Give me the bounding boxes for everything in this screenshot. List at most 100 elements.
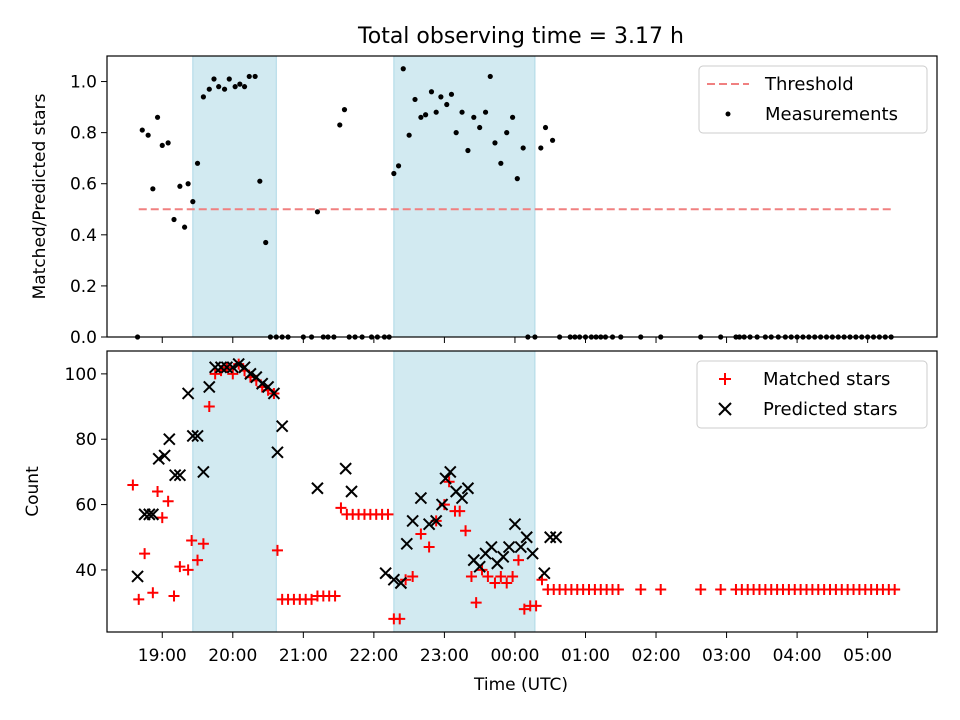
matched-star-marker [465, 570, 477, 582]
matched-star-marker [695, 584, 707, 596]
x-axis-label: Time (UTC) [473, 675, 568, 695]
measurement-point [241, 84, 248, 90]
top-legend: Threshold Measurements [698, 65, 928, 134]
measurement-point [237, 81, 243, 87]
top-series [134, 66, 894, 340]
measurement-point [453, 130, 459, 136]
predicted-star-marker [275, 419, 289, 433]
predicted-star-marker [502, 540, 516, 554]
matched-star-marker [156, 512, 168, 524]
y-tick-label: 100 [65, 365, 97, 385]
matched-star-marker [168, 590, 180, 602]
measurement-point [422, 112, 429, 118]
predicted-star-marker [143, 508, 156, 521]
predicted-star-marker [520, 531, 533, 544]
y-tick-label: 60 [75, 496, 97, 516]
matched-star-marker [612, 584, 624, 596]
bottom-y-axis-label: Count [23, 466, 43, 517]
y-tick-label: 0.4 [70, 226, 97, 246]
matched-star-marker [518, 603, 530, 615]
threshold-legend-label: Threshold [764, 74, 854, 95]
predicted-star-marker [267, 387, 281, 400]
matched-star-marker [335, 502, 347, 514]
x-tick-label: 01:00 [561, 646, 610, 666]
predicted-star-marker [168, 468, 182, 482]
y-tick-label: 0.6 [70, 175, 97, 195]
matched-star-marker [147, 587, 159, 599]
matched-star-marker [407, 570, 419, 582]
measurement-point [406, 132, 412, 138]
predicted-star-marker [345, 485, 358, 498]
matched-star-marker [423, 541, 435, 553]
predicted-star-marker [271, 446, 284, 459]
matched-star-marker [209, 368, 221, 380]
measurement-point [263, 239, 269, 246]
x-tick-label: 00:00 [490, 646, 539, 666]
measurement-point [549, 137, 556, 143]
top-y-axis: 0.0 0.2 0.4 0.6 0.8 1.0 [70, 73, 107, 348]
predicted-star-marker [255, 377, 269, 390]
predicted-star-marker [435, 498, 449, 511]
measurement-point [400, 66, 406, 72]
matched-star-marker [489, 577, 501, 589]
predicted-star-marker [544, 531, 557, 544]
predicted-star-marker [203, 380, 216, 394]
measurement-point [314, 209, 321, 215]
measurement-point [171, 216, 177, 223]
measurement-point [477, 124, 483, 131]
matched-star-marker [227, 368, 239, 380]
matched-star-marker [470, 597, 482, 609]
measurement-point [471, 114, 477, 120]
matched-star-marker [394, 613, 406, 625]
x-tick-label: 19:00 [138, 646, 187, 666]
predicted-star-marker [311, 482, 324, 495]
x-tick-label: 22:00 [349, 646, 398, 666]
top-y-axis-label: Matched/Predicted stars [30, 93, 50, 299]
x-tick-label: 04:00 [773, 646, 822, 666]
measurement-point [185, 181, 191, 187]
y-tick-label: 80 [75, 430, 97, 450]
x-tick-label: 02:00 [632, 646, 681, 666]
predicted-star-marker [379, 566, 392, 580]
measurement-point [341, 107, 348, 113]
predicted-star-marker [400, 537, 413, 550]
top-x-ticks [161, 337, 869, 343]
matched-star-marker [382, 508, 394, 520]
predicted-star-marker [414, 491, 428, 505]
predicted-legend-label: Predicted stars [763, 399, 897, 420]
measurement-point [200, 94, 207, 100]
shaded-interval [192, 350, 277, 633]
predicted-star-marker [514, 540, 528, 554]
measurements-legend-swatch [725, 111, 731, 117]
measurement-point [221, 86, 228, 92]
predicted-star-marker [394, 576, 408, 590]
measurement-point [509, 114, 516, 120]
matched-star-marker [182, 564, 194, 576]
predicted-star-marker [181, 387, 195, 400]
measurement-point [438, 94, 444, 100]
matched-legend-label: Matched stars [763, 369, 890, 390]
measurement-point [211, 76, 217, 82]
measurement-point [444, 101, 450, 108]
bottom-y-axis: 40 60 80 100 [65, 365, 107, 581]
predicted-star-marker [220, 361, 234, 374]
matched-star-marker [512, 554, 524, 566]
measurement-point [418, 114, 424, 120]
predicted-star-marker [422, 517, 436, 531]
matched-star-marker [415, 528, 427, 540]
measurement-point [190, 199, 196, 205]
shaded-interval [192, 55, 277, 338]
x-tick-label: 03:00 [702, 646, 751, 666]
matched-legend-swatch [719, 373, 731, 385]
predicted-star-marker [508, 517, 522, 531]
y-tick-label: 0.2 [70, 277, 97, 297]
matched-star-marker [715, 584, 727, 596]
predicted-star-marker [244, 367, 257, 381]
bottom-legend: Matched stars Predicted stars [696, 360, 928, 429]
y-tick-label: 40 [75, 561, 97, 581]
measurement-point [504, 130, 510, 136]
predicted-star-marker [439, 472, 452, 485]
y-tick-label: 0.8 [70, 124, 97, 144]
measurement-point [337, 122, 343, 128]
measurement-point [459, 109, 465, 115]
